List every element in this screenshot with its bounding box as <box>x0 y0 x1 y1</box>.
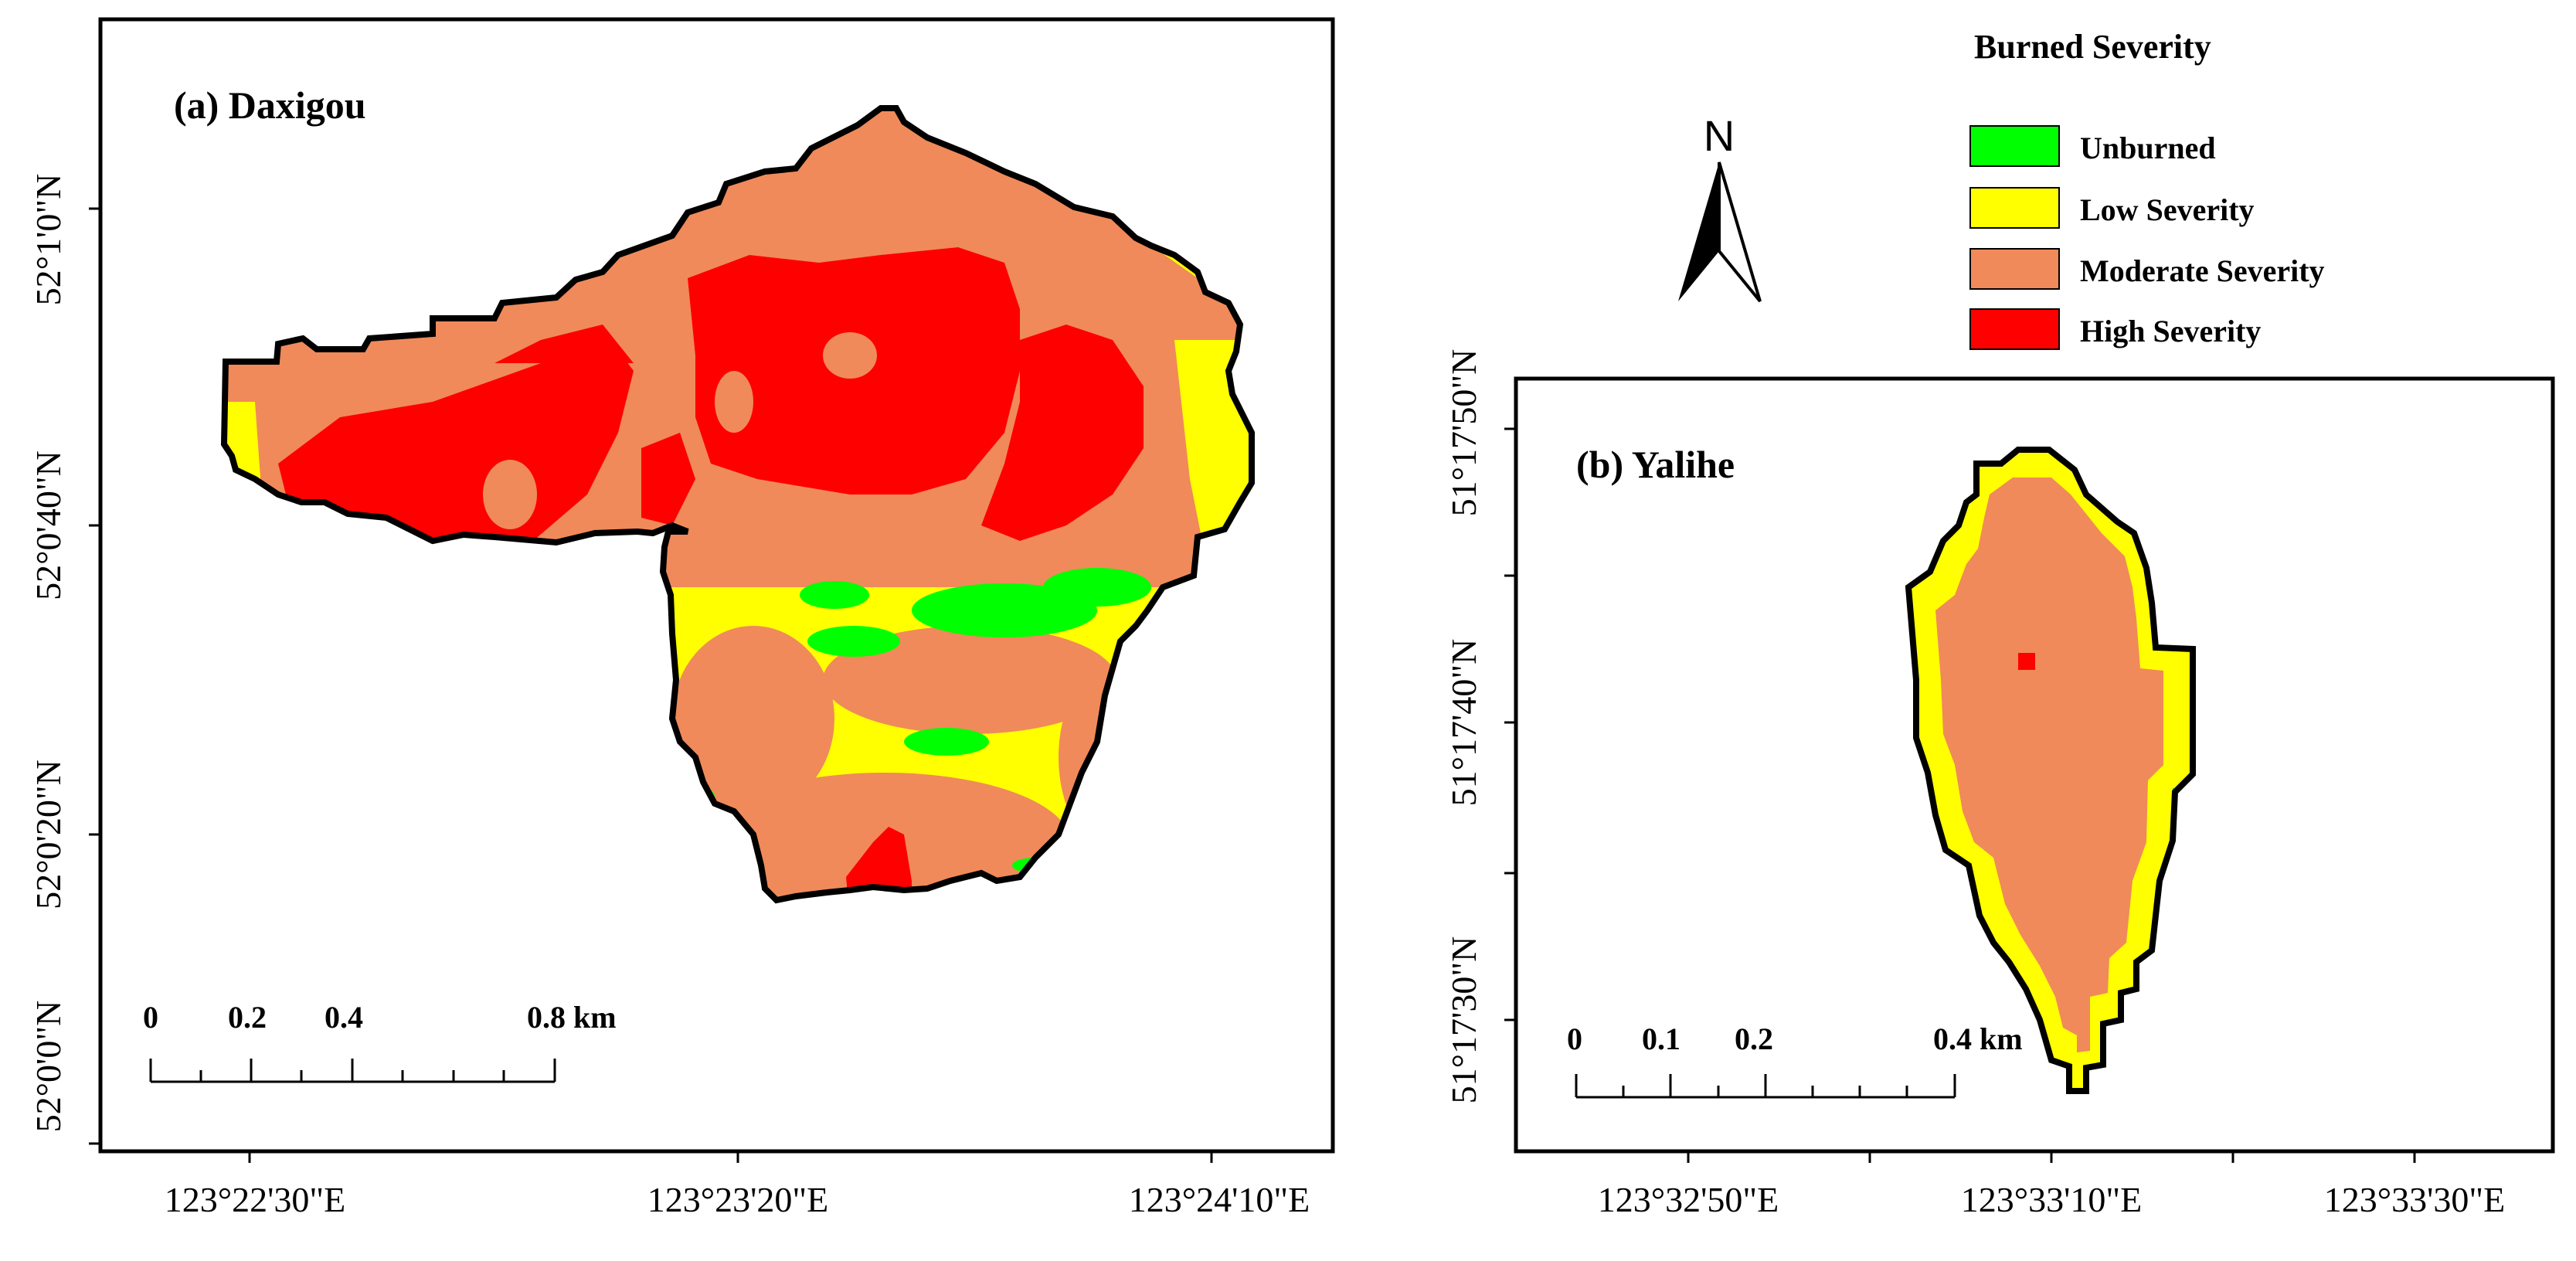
north-arrow-dark-half <box>1678 162 1719 301</box>
map-b-lon-label: 123°32'50"E <box>1598 1180 1779 1219</box>
scale-b-tick-label: 0 <box>1567 1021 1582 1056</box>
scale-b-tick-label: 0.4 km <box>1933 1021 2023 1056</box>
legend-label: Unburned <box>2080 131 2216 165</box>
moderate-patch-sw <box>672 626 834 811</box>
map-a-scale-bar: 0 0.2 0.4 0.8 km <box>143 1000 617 1083</box>
map-b-lat-label: 51°17'50"N <box>1444 349 1483 517</box>
map-a-axis-ticks <box>89 207 1213 1163</box>
moderate-hole-2 <box>715 371 753 433</box>
map-a-lat-label: 52°1'0"N <box>29 174 68 306</box>
unburned-patch-5 <box>904 728 989 756</box>
legend-label: Moderate Severity <box>2080 253 2325 288</box>
moderate-band-join <box>657 541 1136 587</box>
high-severity-east <box>981 325 1144 541</box>
scale-a-tick-label: 0.8 km <box>527 1000 617 1035</box>
legend-swatch <box>1969 125 2060 167</box>
unburned-patch-3 <box>807 626 900 657</box>
map-a-title: (a) Daxigou <box>174 83 366 127</box>
map-b-title: (b) Yalihe <box>1576 443 1735 486</box>
map-a-lon-label: 123°24'10"E <box>1129 1180 1310 1219</box>
map-a-lat-label: 52°0'0"N <box>29 1001 68 1133</box>
unburned-patch-4 <box>800 581 869 609</box>
legend: Burned Severity Unburned Low Severity Mo… <box>1969 28 2325 350</box>
legend-swatch <box>1969 308 2060 350</box>
legend-title: Burned Severity <box>1974 28 2211 66</box>
high-severity-pixel <box>2018 653 2035 670</box>
north-arrow-label: N <box>1704 111 1735 160</box>
unburned-patch-2 <box>1043 568 1151 607</box>
legend-item-low-severity: Low Severity <box>1969 187 2255 229</box>
map-a-lon-labels: 123°22'30"E 123°23'20"E 123°24'10"E <box>165 1180 1310 1219</box>
map-a-lat-label: 52°0'20"N <box>29 760 68 909</box>
high-severity-west <box>278 340 634 556</box>
map-b-lon-label: 123°33'30"E <box>2324 1180 2506 1219</box>
map-a-lon-label: 123°22'30"E <box>165 1180 346 1219</box>
legend-label: High Severity <box>2080 314 2261 348</box>
moderate-patch-center <box>823 626 1116 734</box>
legend-label: Low Severity <box>2080 192 2255 227</box>
map-b-scale-bar: 0 0.1 0.2 0.4 km <box>1567 1021 2023 1099</box>
scale-a-tick-label: 0 <box>143 1000 158 1035</box>
north-arrow-light-half <box>1718 161 1762 303</box>
moderate-hole-3 <box>483 460 537 529</box>
map-b-axis-ticks <box>1504 427 2416 1163</box>
legend-item-high-severity: High Severity <box>1969 308 2261 350</box>
high-severity-south <box>846 827 912 900</box>
map-b-lat-labels: 51°17'50"N 51°17'40"N 51°17'30"N <box>1444 349 1483 1104</box>
scale-a-tick-label: 0.4 <box>325 1000 363 1035</box>
moderate-severity-core <box>1935 478 2163 1052</box>
map-b-lon-labels: 123°32'50"E 123°33'10"E 123°33'30"E <box>1598 1180 2506 1219</box>
map-b-lon-label: 123°33'10"E <box>1961 1180 2143 1219</box>
legend-item-unburned: Unburned <box>1969 125 2216 167</box>
scale-a-tick-label: 0.2 <box>228 1000 267 1035</box>
map-a-lat-labels: 52°1'0"N 52°0'40"N 52°0'20"N 52°0'0"N <box>29 174 68 1133</box>
scale-b-tick-label: 0.2 <box>1735 1021 1773 1056</box>
map-b-lat-label: 51°17'40"N <box>1444 639 1483 807</box>
high-severity-mid <box>641 433 695 525</box>
map-a-lat-label: 52°0'40"N <box>29 450 68 600</box>
north-arrow: N <box>1678 111 1762 303</box>
legend-swatch <box>1969 248 2060 290</box>
legend-swatch <box>1969 187 2060 229</box>
moderate-hole-1 <box>823 332 877 379</box>
scale-b-tick-label: 0.1 <box>1642 1021 1681 1056</box>
legend-item-moderate-severity: Moderate Severity <box>1969 248 2325 290</box>
map-b-lat-label: 51°17'30"N <box>1444 936 1483 1104</box>
high-severity-nw <box>494 325 634 363</box>
map-a-lon-label: 123°23'20"E <box>647 1180 829 1219</box>
